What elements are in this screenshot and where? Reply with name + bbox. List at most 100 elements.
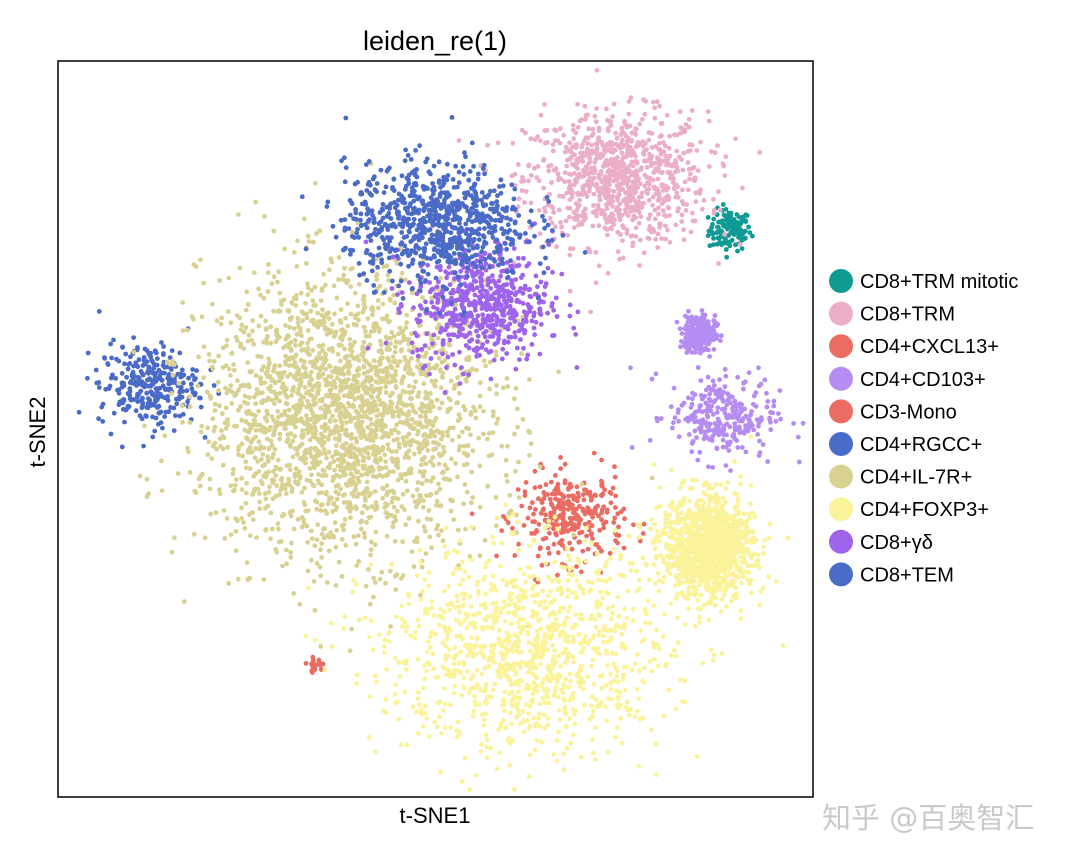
point-series-6 bbox=[250, 492, 255, 497]
point-series-6 bbox=[361, 306, 367, 312]
point-series-6 bbox=[228, 320, 234, 326]
point-series-6 bbox=[301, 500, 307, 505]
point-series-0 bbox=[715, 224, 720, 230]
point-series-6 bbox=[344, 420, 349, 425]
point-series-6 bbox=[198, 257, 203, 263]
point-series-1 bbox=[619, 142, 625, 148]
point-series-6 bbox=[312, 180, 318, 186]
point-series-5 bbox=[124, 374, 129, 380]
point-series-1 bbox=[563, 144, 569, 150]
point-series-6 bbox=[295, 315, 301, 321]
point-series-5 bbox=[111, 337, 116, 343]
point-series-3 bbox=[778, 416, 783, 422]
point-series-6 bbox=[425, 448, 431, 453]
point-series-1 bbox=[631, 188, 637, 194]
point-series-6 bbox=[296, 401, 302, 407]
point-series-6 bbox=[270, 398, 275, 403]
point-series-2 bbox=[505, 520, 511, 526]
point-series-2 bbox=[593, 510, 598, 516]
point-series-1 bbox=[641, 148, 647, 154]
point-series-4 bbox=[317, 660, 322, 666]
point-series-1 bbox=[685, 160, 691, 166]
point-series-1 bbox=[597, 155, 603, 161]
point-series-3 bbox=[707, 391, 712, 397]
point-series-7 bbox=[444, 636, 450, 642]
point-series-6 bbox=[261, 577, 267, 582]
point-series-6 bbox=[347, 648, 353, 654]
point-series-1 bbox=[641, 200, 647, 206]
point-series-6 bbox=[432, 433, 438, 439]
point-series-6 bbox=[285, 374, 290, 379]
point-series-1 bbox=[665, 227, 670, 233]
point-series-6 bbox=[244, 560, 250, 565]
point-series-6 bbox=[244, 289, 250, 295]
point-series-6 bbox=[384, 483, 390, 489]
point-series-3 bbox=[715, 416, 721, 422]
point-series-7 bbox=[747, 581, 753, 587]
point-series-7 bbox=[780, 643, 786, 648]
point-series-5 bbox=[192, 377, 197, 383]
point-series-6 bbox=[409, 417, 415, 422]
point-series-1 bbox=[618, 159, 624, 164]
point-series-6 bbox=[201, 280, 206, 286]
point-series-6 bbox=[328, 530, 334, 535]
point-series-7 bbox=[386, 629, 392, 635]
point-series-1 bbox=[708, 149, 714, 155]
point-series-1 bbox=[676, 206, 681, 212]
point-series-6 bbox=[434, 325, 440, 331]
point-series-1 bbox=[602, 185, 608, 191]
point-series-5 bbox=[211, 383, 217, 388]
point-series-6 bbox=[484, 436, 490, 442]
point-series-6 bbox=[246, 395, 252, 400]
point-series-6 bbox=[261, 364, 266, 370]
point-series-6 bbox=[320, 307, 325, 312]
point-series-6 bbox=[442, 462, 448, 468]
point-series-6 bbox=[403, 325, 409, 330]
point-series-6 bbox=[392, 539, 398, 544]
point-series-6 bbox=[398, 472, 404, 477]
point-series-1 bbox=[667, 133, 672, 139]
point-series-7 bbox=[634, 686, 640, 692]
point-series-6 bbox=[290, 438, 296, 444]
point-series-6 bbox=[293, 296, 299, 302]
point-series-6 bbox=[258, 375, 263, 381]
point-series-6 bbox=[255, 459, 261, 464]
point-series-6 bbox=[395, 363, 400, 369]
point-series-6 bbox=[307, 374, 313, 379]
point-series-6 bbox=[378, 455, 383, 461]
point-series-6 bbox=[336, 396, 341, 402]
point-series-6 bbox=[455, 474, 460, 480]
point-series-6 bbox=[420, 504, 426, 510]
point-series-6 bbox=[349, 434, 354, 440]
point-series-1 bbox=[608, 149, 613, 154]
point-series-6 bbox=[297, 382, 303, 387]
point-series-1 bbox=[577, 118, 583, 124]
point-series-6 bbox=[504, 479, 510, 484]
point-series-5 bbox=[122, 419, 127, 425]
point-series-6 bbox=[392, 300, 398, 306]
point-series-2 bbox=[529, 500, 535, 506]
point-series-1 bbox=[590, 223, 596, 229]
point-series-6 bbox=[320, 371, 326, 377]
point-series-7 bbox=[565, 594, 570, 600]
point-series-6 bbox=[219, 315, 225, 321]
point-series-6 bbox=[462, 407, 468, 413]
point-series-6 bbox=[332, 418, 338, 424]
point-series-6 bbox=[334, 496, 340, 502]
point-series-2 bbox=[621, 506, 627, 512]
point-series-6 bbox=[422, 432, 428, 437]
point-series-3 bbox=[708, 398, 714, 404]
point-series-1 bbox=[679, 219, 685, 224]
point-series-6 bbox=[214, 318, 220, 324]
point-series-3 bbox=[679, 402, 685, 408]
point-series-1 bbox=[611, 101, 617, 107]
point-series-6 bbox=[275, 279, 280, 285]
point-series-6 bbox=[336, 277, 341, 283]
point-series-6 bbox=[226, 581, 232, 586]
point-series-3 bbox=[658, 416, 664, 421]
point-series-6 bbox=[383, 384, 389, 390]
point-series-5 bbox=[178, 374, 184, 380]
point-series-1 bbox=[590, 210, 596, 215]
point-series-6 bbox=[351, 534, 357, 540]
point-series-6 bbox=[269, 526, 275, 532]
